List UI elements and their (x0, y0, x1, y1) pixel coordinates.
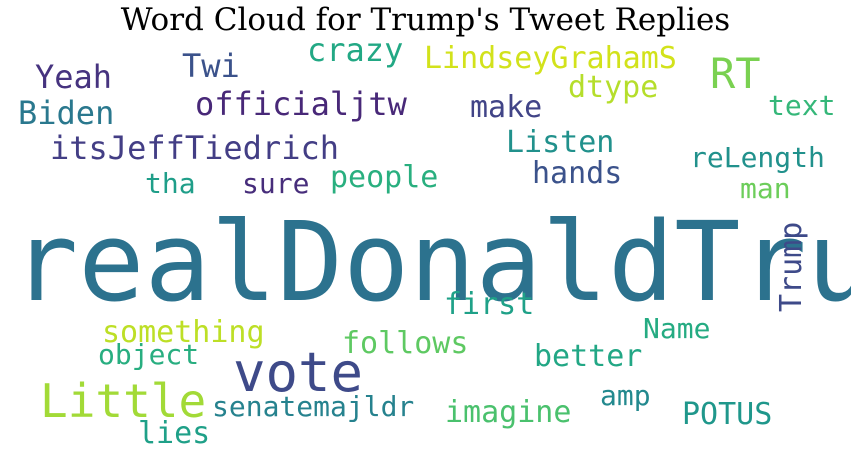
word-make: make (470, 90, 542, 125)
word-text: text (768, 89, 835, 122)
word-officialjtw: officialjtw (195, 85, 408, 123)
word-amp: amp (600, 379, 651, 412)
word-yeah: Yeah (35, 58, 112, 96)
word-vote: vote (233, 341, 363, 404)
word-lindseygrahams: LindseyGrahamS (424, 41, 677, 76)
word-better: better (534, 339, 642, 374)
word-twi: Twi (182, 47, 240, 85)
word-something: something (102, 315, 265, 350)
word-tha: tha (145, 167, 196, 200)
chart-title: Word Cloud for Trump's Tweet Replies (120, 2, 731, 38)
word-name: Name (643, 312, 710, 345)
word-listen: Listen (506, 125, 614, 160)
word-people: people (330, 160, 438, 195)
word-senatemajldr: senatemajldr (212, 390, 414, 423)
word-follows: follows (342, 326, 468, 361)
word-trump: Trump (774, 222, 809, 312)
word-potus: POTUS (682, 397, 772, 432)
word-dtype: dtype (568, 70, 658, 105)
word-relength: reLength (690, 141, 825, 174)
word-itsjefftiedrich: itsJeffTiedrich (50, 129, 339, 167)
word-man: man (740, 172, 791, 205)
word-hands: hands (532, 156, 622, 191)
word-lies: lies (138, 416, 210, 451)
word-sure: sure (242, 167, 309, 200)
word-rt: RT (710, 49, 761, 98)
word-realdonaldtrump: realDonaldTrump (12, 198, 851, 326)
word-little: Little (40, 374, 206, 428)
word-imagine: imagine (445, 395, 571, 430)
word-object: object (98, 338, 199, 371)
word-crazy: crazy (307, 31, 403, 69)
word-biden: Biden (18, 94, 114, 132)
word-first: first (444, 287, 534, 322)
